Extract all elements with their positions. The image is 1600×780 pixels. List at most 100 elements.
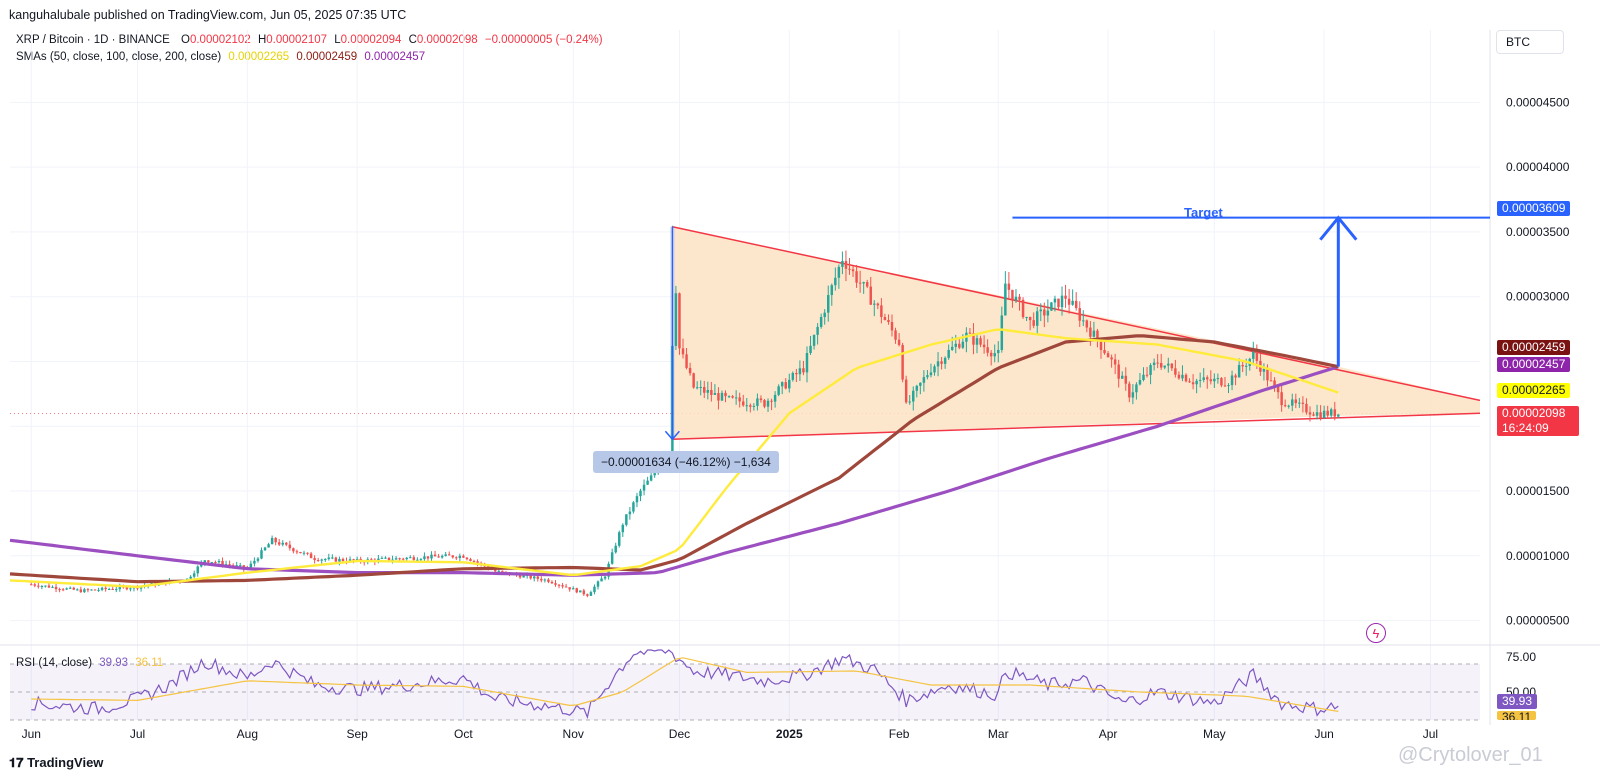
candle-body — [83, 589, 86, 593]
candle-body — [341, 558, 345, 562]
candle-body — [68, 587, 72, 589]
candle-body — [1099, 340, 1103, 350]
candle-body — [1319, 412, 1322, 418]
candle-body — [1145, 374, 1149, 376]
x-tick-label: May — [1203, 727, 1226, 741]
candle-body — [621, 524, 625, 533]
rsi-label: RSI (14, close) — [16, 657, 93, 669]
candle-body — [745, 405, 749, 407]
sma-legend[interactable]: SMAs (50, close, 100, close, 200, close)… — [16, 51, 425, 63]
sma100-line — [9, 334, 1339, 584]
candle-body — [1046, 310, 1050, 316]
lightning-icon[interactable]: ϟ — [1366, 623, 1386, 643]
sma50-value: 0.00002265 — [228, 51, 290, 63]
candle-body — [189, 576, 192, 579]
candle-body — [741, 401, 745, 406]
candle-body — [1337, 414, 1340, 417]
candle-body — [462, 555, 465, 558]
candle-body — [1244, 365, 1248, 367]
candle-body — [947, 349, 950, 358]
candle-body — [632, 502, 635, 512]
candle-body — [444, 554, 447, 556]
rsi-legend[interactable]: RSI (14, close) 39.93 36.11 — [16, 657, 163, 669]
candle-body — [309, 553, 313, 559]
candle-body — [1333, 409, 1337, 417]
x-tick-label: Sep — [346, 727, 368, 741]
candle-body — [1266, 368, 1269, 381]
candle-body — [292, 548, 295, 552]
candle-body — [533, 576, 536, 579]
last-price-value: 0.00002098 — [1502, 406, 1566, 420]
candle-body — [1241, 365, 1244, 367]
candle-body — [384, 557, 387, 559]
candle-body — [646, 480, 649, 485]
candle-body — [391, 559, 394, 561]
candle-body — [841, 260, 844, 267]
candle-body — [904, 379, 908, 403]
target-label[interactable]: Target — [1184, 205, 1223, 220]
candle-body — [324, 559, 327, 561]
candle-body — [780, 382, 784, 387]
candle-body — [1291, 399, 1294, 406]
candle-body — [1117, 364, 1120, 379]
candle-body — [398, 558, 401, 560]
candle-body — [685, 354, 688, 368]
candle-body — [1074, 300, 1078, 309]
candle-body — [678, 293, 681, 349]
candle-body — [890, 322, 894, 331]
candle-body — [1255, 351, 1259, 361]
candle-body — [703, 386, 706, 393]
candle-body — [451, 555, 455, 558]
currency-button[interactable]: BTC — [1496, 30, 1564, 54]
candle-body — [320, 559, 323, 561]
tradingview-logo[interactable]: 𝟏𝟕 TradingView — [9, 755, 103, 771]
candle-body — [79, 589, 83, 593]
candle-body — [405, 557, 408, 560]
candle-body — [207, 560, 210, 563]
candle-body — [115, 589, 118, 591]
candle-body — [401, 558, 405, 560]
low-value: 0.00002094 — [340, 34, 402, 46]
candle-body — [880, 305, 883, 318]
candle-body — [228, 564, 231, 566]
candle-body — [1014, 296, 1018, 301]
candle-body — [1110, 357, 1113, 360]
candle-body — [972, 333, 975, 345]
candle-body — [1220, 378, 1223, 386]
candle-body — [76, 589, 79, 591]
candle-body — [1276, 385, 1280, 393]
candle-body — [1262, 368, 1266, 372]
candle-body — [1177, 374, 1181, 379]
candle-body — [1131, 392, 1135, 398]
candle-body — [1159, 362, 1163, 368]
candle-body — [455, 557, 458, 559]
target-price-tag: 0.00003609 — [1497, 201, 1571, 216]
candle-body — [1124, 375, 1128, 384]
candle-body — [1252, 351, 1255, 359]
candle-body — [338, 558, 341, 562]
candle-body — [387, 557, 391, 561]
candle-body — [430, 554, 433, 559]
candle-body — [426, 556, 430, 559]
open-label: O — [181, 34, 190, 46]
symbol-name[interactable]: XRP / Bitcoin · 1D · BINANCE — [16, 34, 170, 46]
publisher-line: kanguhalubale published on TradingView.c… — [9, 8, 407, 22]
candle-body — [897, 339, 901, 345]
candle-body — [912, 390, 915, 402]
candle-body — [798, 368, 802, 375]
candle-body — [1280, 392, 1283, 406]
upper-trendline — [672, 226, 1481, 402]
candle-body — [469, 559, 472, 561]
candle-body — [788, 379, 791, 389]
tradingview-brand: TradingView — [27, 755, 104, 770]
candle-body — [129, 588, 132, 590]
candle-body — [423, 556, 426, 560]
y-tick-label: 0.00001500 — [1506, 484, 1570, 498]
candle-body — [819, 317, 823, 327]
candle-body — [791, 372, 795, 380]
candle-body — [1202, 377, 1205, 380]
candle-body — [316, 560, 320, 562]
candle-body — [65, 588, 68, 590]
candle-body — [476, 561, 479, 563]
